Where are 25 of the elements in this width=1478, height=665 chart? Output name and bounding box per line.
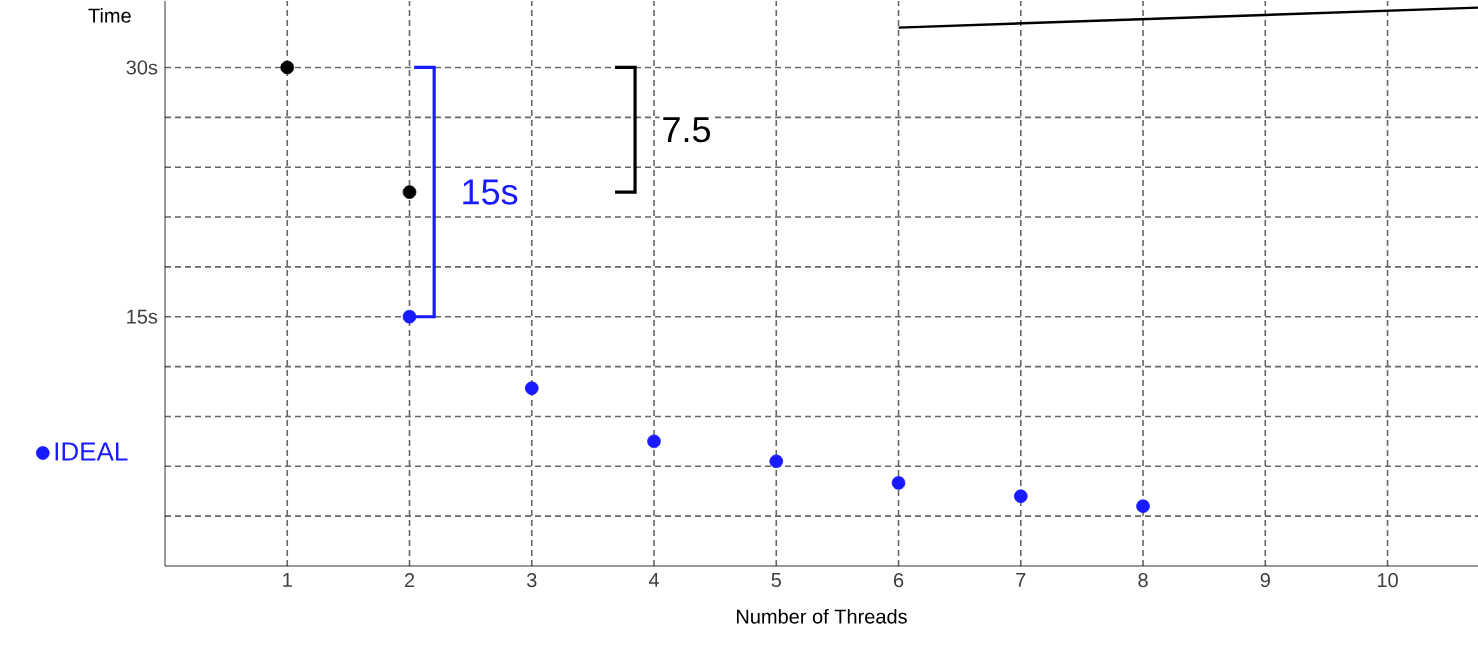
x-tick-label: 10 bbox=[1377, 573, 1398, 588]
x-tick-label: 8 bbox=[1138, 573, 1148, 588]
x-tick-label: 1 bbox=[283, 573, 292, 587]
point bbox=[402, 185, 417, 199]
annotation: 7.5 bbox=[663, 117, 710, 143]
point bbox=[1013, 489, 1028, 504]
point bbox=[647, 434, 661, 449]
x-tick-label: 9 bbox=[1260, 573, 1270, 588]
point bbox=[280, 60, 295, 75]
x-tick-label: 5 bbox=[771, 573, 781, 588]
x-tick-label: 4 bbox=[648, 573, 659, 587]
y-tick-label: 30s bbox=[126, 60, 158, 75]
annotation: 15s bbox=[463, 179, 518, 205]
point bbox=[769, 454, 784, 469]
x-tick-label: 3 bbox=[526, 573, 537, 588]
y-axis-title: Time bbox=[88, 8, 131, 23]
point bbox=[524, 381, 539, 395]
legend-label: IDEAL bbox=[55, 442, 128, 461]
point bbox=[891, 476, 906, 490]
x-tick-label: 6 bbox=[893, 573, 904, 588]
x-tick-label: 7 bbox=[1016, 573, 1026, 587]
x-tick-label: 2 bbox=[404, 573, 415, 588]
x-axis-title: Number of Threads bbox=[736, 608, 907, 624]
point bbox=[402, 309, 417, 324]
point bbox=[1136, 499, 1150, 513]
